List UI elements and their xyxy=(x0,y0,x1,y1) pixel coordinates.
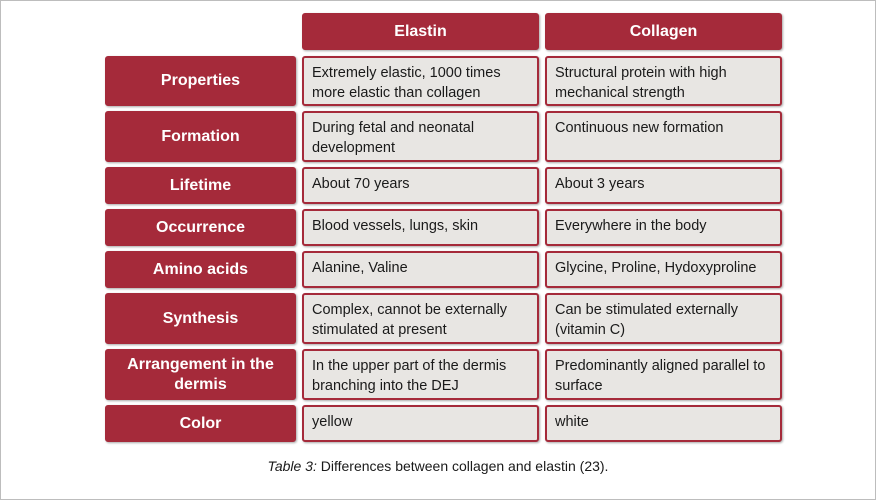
collagen-cell: Everywhere in the body xyxy=(545,209,782,246)
collagen-cell: white xyxy=(545,405,782,442)
caption-prefix: Table 3: xyxy=(267,458,317,474)
table-row: Properties Extremely elastic, 1000 times… xyxy=(105,56,782,106)
table-row: Lifetime About 70 years About 3 years xyxy=(105,167,782,204)
table-row: Synthesis Complex, cannot be externally … xyxy=(105,293,782,344)
row-label: Occurrence xyxy=(105,209,296,246)
column-header-elastin: Elastin xyxy=(302,13,539,50)
row-label: Lifetime xyxy=(105,167,296,204)
elastin-cell: Extremely elastic, 1000 times more elast… xyxy=(302,56,539,106)
row-label: Formation xyxy=(105,111,296,162)
column-header-collagen: Collagen xyxy=(545,13,782,50)
comparison-table: Elastin Collagen Properties Extremely el… xyxy=(105,13,782,447)
collagen-cell: Can be stimulated externally (vitamin C) xyxy=(545,293,782,344)
table-row: Occurrence Blood vessels, lungs, skin Ev… xyxy=(105,209,782,246)
table-caption: Table 3: Differences between collagen an… xyxy=(0,458,876,474)
table-row: Amino acids Alanine, Valine Glycine, Pro… xyxy=(105,251,782,288)
elastin-cell: Alanine, Valine xyxy=(302,251,539,288)
table-row: Formation During fetal and neonatal deve… xyxy=(105,111,782,162)
elastin-cell: In the upper part of the dermis branchin… xyxy=(302,349,539,400)
elastin-cell: During fetal and neonatal development xyxy=(302,111,539,162)
row-label: Synthesis xyxy=(105,293,296,344)
elastin-cell: yellow xyxy=(302,405,539,442)
elastin-cell: Complex, cannot be externally stimulated… xyxy=(302,293,539,344)
row-label: Arrangement in the dermis xyxy=(105,349,296,400)
row-label: Color xyxy=(105,405,296,442)
table-row: Color yellow white xyxy=(105,405,782,442)
table-header: Elastin Collagen xyxy=(105,13,782,50)
collagen-cell: Glycine, Proline, Hydoxyproline xyxy=(545,251,782,288)
elastin-cell: About 70 years xyxy=(302,167,539,204)
collagen-cell: Continuous new formation xyxy=(545,111,782,162)
elastin-cell: Blood vessels, lungs, skin xyxy=(302,209,539,246)
row-label: Properties xyxy=(105,56,296,106)
collagen-cell: Predominantly aligned parallel to surfac… xyxy=(545,349,782,400)
table-row: Arrangement in the dermis In the upper p… xyxy=(105,349,782,400)
row-label: Amino acids xyxy=(105,251,296,288)
collagen-cell: About 3 years xyxy=(545,167,782,204)
collagen-cell: Structural protein with high mechanical … xyxy=(545,56,782,106)
caption-text: Differences between collagen and elastin… xyxy=(316,458,609,474)
